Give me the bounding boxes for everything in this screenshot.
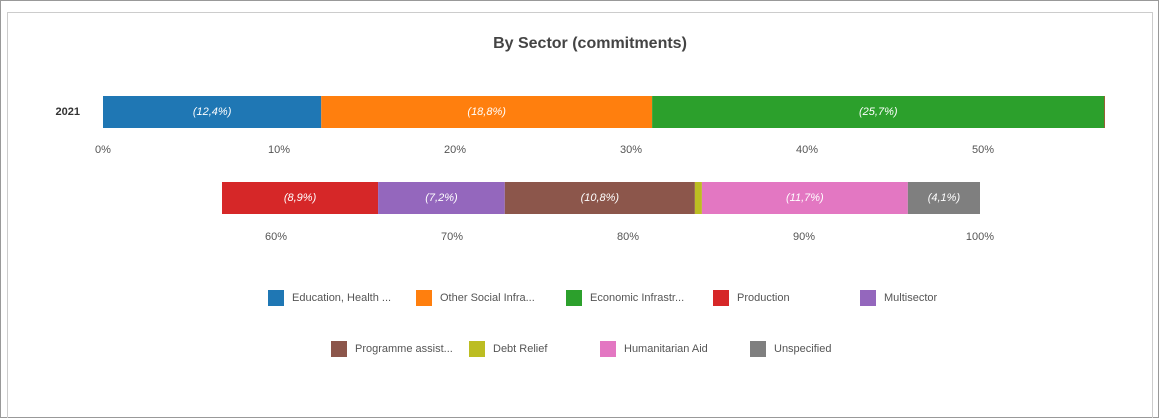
data-label: (8,9%) [284, 192, 317, 204]
panel [7, 12, 1153, 418]
bar-segment [1104, 96, 1105, 128]
x-tick-label: 40% [796, 144, 818, 156]
x-tick-label: 80% [617, 231, 639, 243]
data-label: (18,8%) [467, 106, 506, 118]
legend-swatch [713, 290, 729, 306]
legend-label: Production [737, 292, 790, 304]
x-tick-label: 90% [793, 231, 815, 243]
data-label: (10,8%) [581, 192, 620, 204]
legend-label: Other Social Infra... [440, 292, 535, 304]
legend-swatch [331, 341, 347, 357]
x-tick-label: 10% [268, 144, 290, 156]
legend-swatch [860, 290, 876, 306]
x-tick-label: 0% [95, 144, 111, 156]
data-label: (12,4%) [193, 106, 232, 118]
bar-segment [907, 182, 980, 214]
x-tick-label: 100% [966, 231, 994, 243]
data-label: (7,2%) [425, 192, 458, 204]
legend-label: Debt Relief [493, 343, 548, 355]
legend-swatch [750, 341, 766, 357]
bar-segment [378, 182, 505, 214]
legend-label: Programme assist... [355, 343, 453, 355]
x-tick-label: 70% [441, 231, 463, 243]
bar-segment [701, 182, 908, 214]
legend-label: Education, Health ... [292, 292, 391, 304]
bar-segment [103, 96, 322, 128]
legend-swatch [416, 290, 432, 306]
data-label: (11,7%) [786, 192, 824, 204]
legend-swatch [268, 290, 284, 306]
chart-title: By Sector (commitments) [493, 35, 687, 52]
legend-label: Multisector [884, 292, 938, 304]
y-tick-label: 2021 [56, 106, 80, 118]
bar-segment [694, 182, 702, 214]
data-label: (4,1%) [928, 192, 961, 204]
bar-segment [222, 182, 379, 214]
x-tick-label: 30% [620, 144, 642, 156]
x-tick-label: 20% [444, 144, 466, 156]
x-tick-label: 50% [972, 144, 994, 156]
legend-swatch [469, 341, 485, 357]
x-tick-label: 60% [265, 231, 287, 243]
legend-label: Humanitarian Aid [624, 343, 708, 355]
legend-label: Economic Infrastr... [590, 292, 684, 304]
bar-segment [652, 96, 1105, 128]
bar-segment [321, 96, 653, 128]
legend-label: Unspecified [774, 343, 831, 355]
legend-swatch [566, 290, 582, 306]
data-label: (25,7%) [859, 106, 898, 118]
legend-swatch [600, 341, 616, 357]
bar-segment [504, 182, 695, 214]
